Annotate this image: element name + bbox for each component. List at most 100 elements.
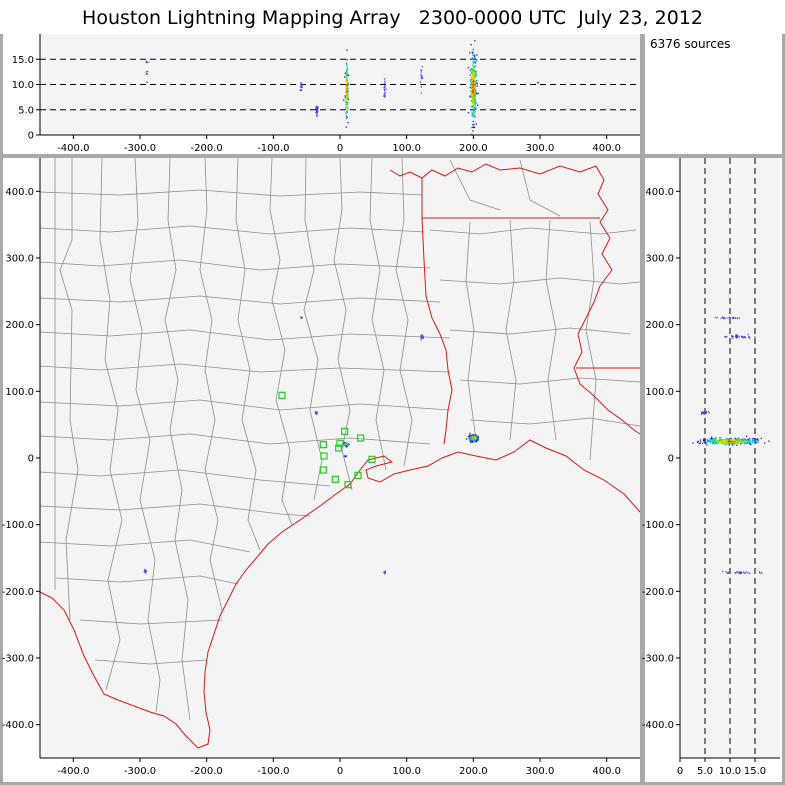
source-point <box>747 571 749 574</box>
source-point <box>735 336 737 339</box>
source-point <box>344 76 346 78</box>
source-point <box>477 104 479 106</box>
source-point <box>719 437 721 439</box>
source-point <box>316 112 318 114</box>
source-point <box>731 335 733 337</box>
y-tick-label: 400.0 <box>645 187 674 198</box>
source-point <box>345 78 348 81</box>
station-marker <box>357 434 365 442</box>
source-point <box>473 56 476 59</box>
source-point <box>143 571 145 573</box>
source-point <box>346 68 349 70</box>
source-point <box>717 442 719 444</box>
y-tick-label: 100.0 <box>645 387 674 398</box>
source-point <box>699 442 701 445</box>
source-point <box>716 440 718 443</box>
source-point <box>475 434 477 436</box>
source-point <box>384 82 386 84</box>
source-point <box>384 90 386 92</box>
source-point <box>473 111 475 113</box>
source-point <box>474 88 476 90</box>
source-point <box>471 95 473 97</box>
source-point <box>474 62 476 64</box>
source-point <box>733 317 735 319</box>
source-point <box>721 440 723 442</box>
source-point <box>705 442 707 444</box>
source-point <box>472 81 474 83</box>
source-point <box>475 82 477 84</box>
source-point <box>300 86 302 88</box>
source-point <box>708 412 710 414</box>
source-point <box>346 81 349 83</box>
source-point <box>467 435 470 438</box>
source-point <box>727 443 730 445</box>
source-point <box>474 440 476 442</box>
source-point <box>346 71 348 74</box>
source-point <box>734 438 736 440</box>
source-point <box>474 104 476 106</box>
source-point <box>719 442 721 444</box>
source-point <box>744 572 746 574</box>
source-point <box>345 91 347 93</box>
source-point <box>421 335 423 337</box>
source-point <box>315 110 318 112</box>
source-point <box>472 116 474 118</box>
source-point <box>472 71 475 73</box>
source-point <box>472 126 474 128</box>
x-tick-label: 5.0 <box>697 766 713 777</box>
source-point <box>743 439 745 441</box>
source-point <box>740 572 742 574</box>
figure-title: Houston Lightning Mapping Array 2300-000… <box>0 0 785 34</box>
source-point <box>733 441 736 443</box>
source-point <box>316 115 319 117</box>
source-point <box>471 439 473 441</box>
source-point <box>472 83 474 85</box>
x-tick-label: -200.0 <box>191 766 223 777</box>
source-point <box>469 74 471 76</box>
source-point <box>475 71 477 73</box>
source-point <box>346 83 349 86</box>
source-point <box>732 336 734 338</box>
x-tick-label: 100.0 <box>392 143 421 154</box>
source-point <box>346 59 348 61</box>
source-point <box>472 48 474 51</box>
source-point <box>729 441 732 443</box>
source-point <box>317 106 319 108</box>
source-point <box>346 98 348 100</box>
source-point <box>147 61 149 63</box>
source-point <box>750 442 752 444</box>
source-point <box>472 434 475 436</box>
source-point <box>300 82 302 84</box>
source-point <box>468 437 470 439</box>
source-point <box>727 439 729 441</box>
source-point <box>383 95 385 97</box>
source-point <box>714 441 716 443</box>
source-point <box>470 87 472 89</box>
source-point <box>421 66 423 68</box>
source-point <box>736 439 738 441</box>
x-tick-label: 15.0 <box>744 766 766 777</box>
source-point <box>742 336 744 338</box>
source-point <box>761 572 763 574</box>
source-point <box>715 442 718 444</box>
source-point <box>469 78 472 81</box>
source-point <box>714 442 717 444</box>
source-point <box>383 86 385 89</box>
station-marker <box>344 481 352 489</box>
tx-la-boundary <box>421 178 453 445</box>
source-point <box>419 81 422 83</box>
source-point <box>471 105 473 108</box>
source-point <box>470 439 472 441</box>
source-point <box>475 59 478 61</box>
source-point <box>345 126 347 128</box>
source-point <box>715 439 717 441</box>
source-point <box>476 82 478 84</box>
source-point <box>469 434 471 436</box>
source-point <box>474 40 476 42</box>
source-point <box>707 411 709 413</box>
source-point <box>717 440 719 442</box>
station-marker <box>331 475 339 483</box>
source-point <box>471 101 473 104</box>
source-point <box>345 85 347 87</box>
source-point <box>473 86 475 88</box>
